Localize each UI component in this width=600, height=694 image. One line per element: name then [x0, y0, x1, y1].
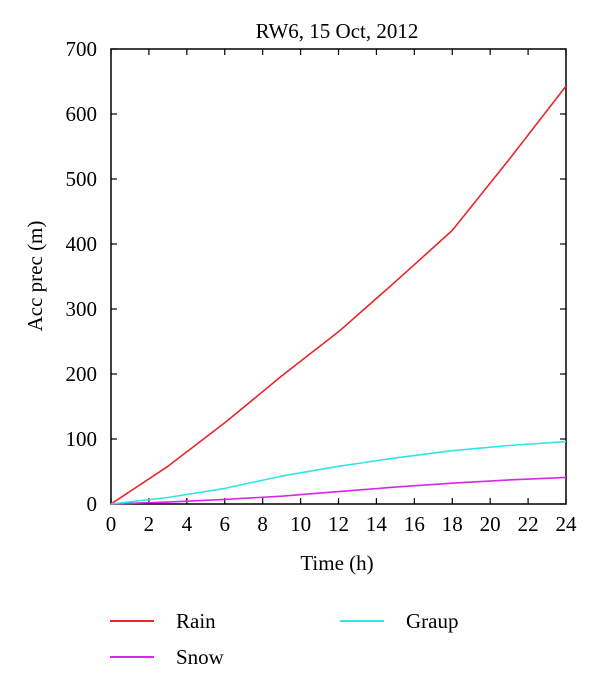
- legend-swatch-graup: [340, 620, 384, 622]
- y-tick-label: 300: [66, 297, 98, 321]
- x-tick-label: 20: [480, 512, 501, 536]
- x-tick-label: 24: [556, 512, 578, 536]
- y-tick-label: 500: [66, 167, 98, 191]
- x-tick-label: 6: [220, 512, 231, 536]
- x-tick-label: 8: [257, 512, 268, 536]
- chart-title: RW6, 15 Oct, 2012: [256, 19, 419, 43]
- series-lines: [110, 85, 567, 505]
- x-tick-label: 18: [442, 512, 463, 536]
- x-tick-label: 16: [404, 512, 425, 536]
- legend-label-rain: Rain: [176, 609, 216, 633]
- x-axis-label: Time (h): [300, 551, 373, 575]
- x-tick-label: 12: [328, 512, 349, 536]
- x-tick-label: 2: [144, 512, 155, 536]
- series-line-graup: [110, 440, 567, 505]
- y-tick-label: 400: [66, 232, 98, 256]
- x-tick-label: 0: [106, 512, 117, 536]
- axis-ticks: 0 2 4 6 8 10 12 14 16 18 20 22 240100200300400500600…: [66, 37, 578, 536]
- legend-label-graup: Graup: [406, 609, 459, 633]
- legend-label-snow: Snow: [176, 645, 224, 669]
- y-tick-label: 100: [66, 427, 98, 451]
- series-line-rain: [110, 85, 567, 505]
- y-axis-label: Acc prec (m): [23, 221, 47, 332]
- x-tick-label: 14: [366, 512, 388, 536]
- y-tick-label: 200: [66, 362, 98, 386]
- x-tick-label: 4: [182, 512, 193, 536]
- x-tick-label: 22: [518, 512, 539, 536]
- legend-swatch-snow: [110, 656, 154, 658]
- y-tick-label: 700: [66, 37, 98, 61]
- legend-swatch-rain: [110, 620, 154, 622]
- x-tick-label: 10: [290, 512, 311, 536]
- y-tick-label: 600: [66, 102, 98, 126]
- series-line-snow: [110, 476, 567, 505]
- y-tick-label: 0: [87, 492, 98, 516]
- plot-frame: [110, 48, 567, 505]
